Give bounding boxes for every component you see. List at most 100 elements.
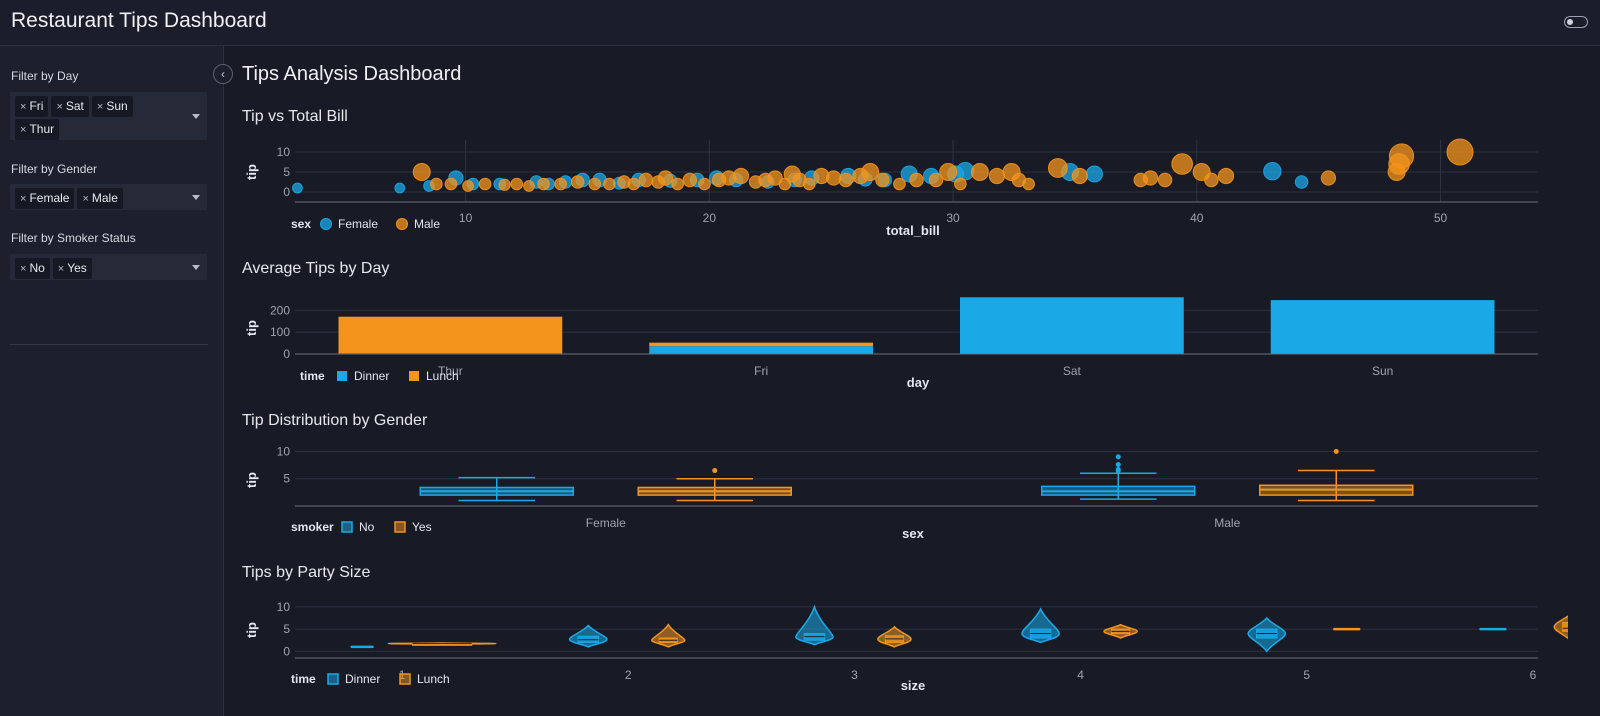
bar-chart[interactable]: 0 100 200 tip Thur Fri Sat Sun day time Dinner Lunc… — [238, 284, 1568, 396]
filter-day-select[interactable]: × Fri × Sat × Sun× Thur — [10, 92, 207, 140]
violin-section-title: Tips by Party Size — [242, 564, 371, 581]
x-tick-label: Sun — [1372, 364, 1393, 378]
bar-section-title: Average Tips by Day — [242, 260, 390, 277]
x-axis-title: total_bill — [886, 223, 939, 238]
x-tick-label: 40 — [1190, 211, 1204, 225]
data-point — [478, 177, 492, 191]
bar-segment — [649, 342, 873, 347]
x-tick-label: Sat — [1063, 364, 1082, 378]
data-point — [1047, 158, 1068, 178]
chip-smoker-yes[interactable]: × Yes — [52, 258, 92, 279]
theme-toggle[interactable] — [1564, 16, 1588, 28]
remove-icon[interactable]: × — [96, 101, 104, 113]
bar-segment — [649, 346, 873, 354]
y-tick-label: 10 — [277, 145, 291, 159]
legend-marker — [341, 521, 353, 533]
data-point — [698, 177, 711, 191]
data-point — [767, 170, 783, 186]
legend-marker — [337, 371, 347, 381]
data-point — [988, 167, 1006, 185]
x-tick-label: 2 — [625, 668, 632, 682]
bar-segment — [960, 297, 1184, 354]
chip-day-sat[interactable]: × Sat — [51, 96, 89, 117]
app-header: Restaurant Tips Dashboard — [0, 0, 1600, 46]
chip-day-sun[interactable]: × Sun — [91, 96, 133, 117]
legend-title: sex — [291, 217, 311, 231]
y-tick-label: 0 — [283, 347, 290, 361]
chevron-down-icon[interactable] — [192, 265, 200, 270]
chip-gender-male[interactable]: × Male — [77, 188, 123, 209]
data-point — [510, 177, 524, 191]
data-point — [802, 177, 816, 191]
y-tick-label: 10 — [277, 444, 291, 458]
violin-body — [650, 623, 686, 648]
x-tick-label: 3 — [851, 668, 858, 682]
data-point — [671, 177, 684, 191]
data-point — [875, 172, 890, 188]
chip-label: Fri — [29, 99, 44, 113]
chip-day-thur[interactable]: × Thur — [15, 119, 60, 140]
data-point — [430, 177, 443, 191]
y-tick-label: 5 — [283, 622, 290, 636]
data-point — [732, 167, 750, 185]
data-point — [893, 177, 906, 191]
data-point — [498, 178, 511, 191]
chip-gender-female[interactable]: × Female — [15, 188, 75, 209]
chip-label: Female — [29, 191, 70, 205]
x-tick-label: Fri — [754, 364, 768, 378]
data-point — [537, 177, 550, 191]
data-point — [861, 163, 880, 181]
chip-label: Male — [91, 191, 118, 205]
legend-label: Dinner — [354, 369, 389, 383]
remove-icon[interactable]: × — [56, 101, 63, 113]
filter-gender-select[interactable]: × Female × Male — [10, 184, 207, 210]
data-point — [1217, 167, 1235, 185]
remove-icon[interactable]: × — [82, 193, 89, 205]
chip-label: No — [29, 261, 45, 275]
legend-marker — [396, 218, 408, 230]
data-point — [638, 172, 654, 188]
data-point — [657, 170, 674, 186]
y-axis-title: tip — [244, 622, 259, 638]
x-tick-label: 20 — [703, 211, 717, 225]
remove-icon[interactable]: × — [20, 124, 27, 136]
data-point — [970, 163, 989, 181]
remove-icon[interactable]: × — [20, 101, 27, 113]
legend-marker — [399, 673, 411, 685]
box-outlier — [712, 468, 718, 474]
y-tick-label: 0 — [283, 185, 290, 199]
data-point — [554, 177, 567, 191]
legend-title: time — [300, 369, 325, 383]
remove-icon[interactable]: × — [20, 193, 27, 205]
data-point — [1157, 172, 1173, 188]
x-tick-label: 6 — [1530, 668, 1537, 682]
filter-gender-label: Filter by Gender — [11, 162, 98, 176]
box-chart[interactable]: 5 10 tip Female Male sex smoker No Yes — [238, 436, 1568, 546]
collapse-sidebar-button[interactable]: ‹ — [213, 64, 233, 84]
x-axis-title: day — [907, 375, 930, 390]
data-point — [1142, 170, 1159, 186]
data-point — [523, 180, 535, 192]
y-tick-label: 100 — [270, 325, 290, 339]
scatter-chart[interactable]: 0 5 10 tip 10 20 30 40 50 total_bill sex Female Male — [238, 132, 1568, 244]
y-tick-label: 0 — [283, 644, 290, 658]
data-point — [1320, 170, 1337, 186]
legend-marker — [394, 521, 406, 533]
remove-icon[interactable]: × — [57, 263, 65, 275]
legend-label: Lunch — [426, 369, 459, 383]
chip-day-fri[interactable]: × Fri — [15, 96, 49, 117]
data-point — [462, 180, 474, 192]
legend-title: time — [291, 672, 316, 686]
data-point — [825, 170, 842, 186]
data-point — [588, 177, 602, 191]
chip-label: Thur — [29, 122, 55, 136]
violin-chart[interactable]: 0510tip123456sizetimeDinnerLunch — [238, 588, 1568, 698]
chevron-down-icon[interactable] — [192, 195, 200, 200]
chip-smoker-no[interactable]: × No — [15, 258, 50, 279]
chevron-down-icon[interactable] — [192, 114, 200, 119]
filter-smoker-select[interactable]: × No × Yes — [10, 254, 207, 280]
chip-label: Sun — [106, 99, 128, 113]
remove-icon[interactable]: × — [20, 263, 27, 275]
data-point — [627, 177, 641, 191]
legend-title: smoker — [291, 520, 334, 534]
